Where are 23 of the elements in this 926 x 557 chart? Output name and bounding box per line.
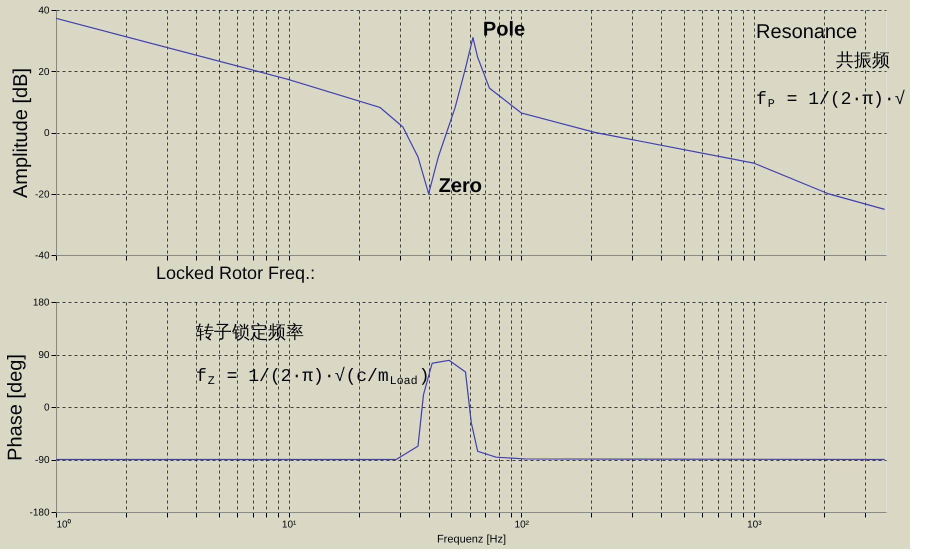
x-tick-label: 10¹	[282, 520, 298, 530]
text: Locked Rotor Freq.:	[156, 263, 316, 283]
y-tick-label: 20	[38, 66, 50, 78]
annotation: Resonance	[756, 21, 858, 43]
annotation: Pole	[482, 18, 526, 41]
y-tick-label: -40	[35, 250, 50, 262]
x-tick-label: 10³	[747, 520, 762, 530]
y-tick-label: 90	[38, 350, 50, 361]
x-tick-label: 10⁰	[56, 518, 72, 530]
y-axis-title: Phase [deg]	[4, 354, 26, 461]
y-tick-label: 180	[32, 298, 50, 308]
x-axis-title: Frequenz [Hz]	[436, 534, 506, 546]
y-tick-label: 40	[38, 6, 50, 16]
annotation: Zero	[438, 174, 482, 197]
annotation: 共振频	[836, 50, 890, 70]
y-tick-label: 0	[44, 402, 50, 414]
y-tick-label: -20	[35, 189, 50, 200]
x-tick-label: 10²	[514, 520, 530, 530]
annotation: 转子锁定频率	[196, 322, 304, 342]
y-axis-title: Amplitude [dB]	[10, 68, 32, 198]
y-tick-label: 0	[44, 128, 50, 139]
y-tick-label: -180	[29, 508, 50, 518]
y-tick-label: -90	[35, 455, 50, 466]
